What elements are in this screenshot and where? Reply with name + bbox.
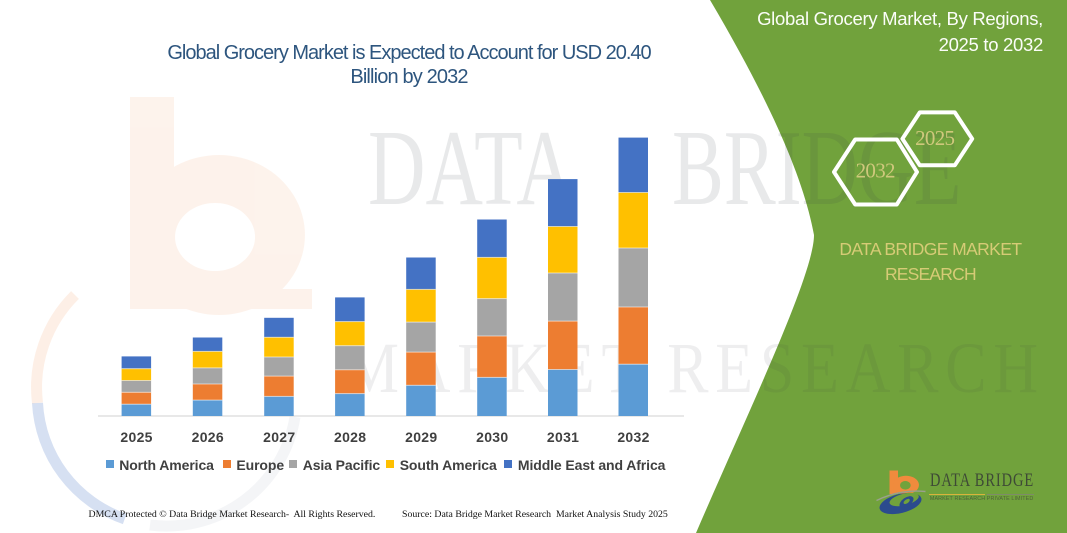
svg-text:2032: 2032 (856, 158, 895, 182)
svg-text:2025: 2025 (915, 126, 954, 150)
